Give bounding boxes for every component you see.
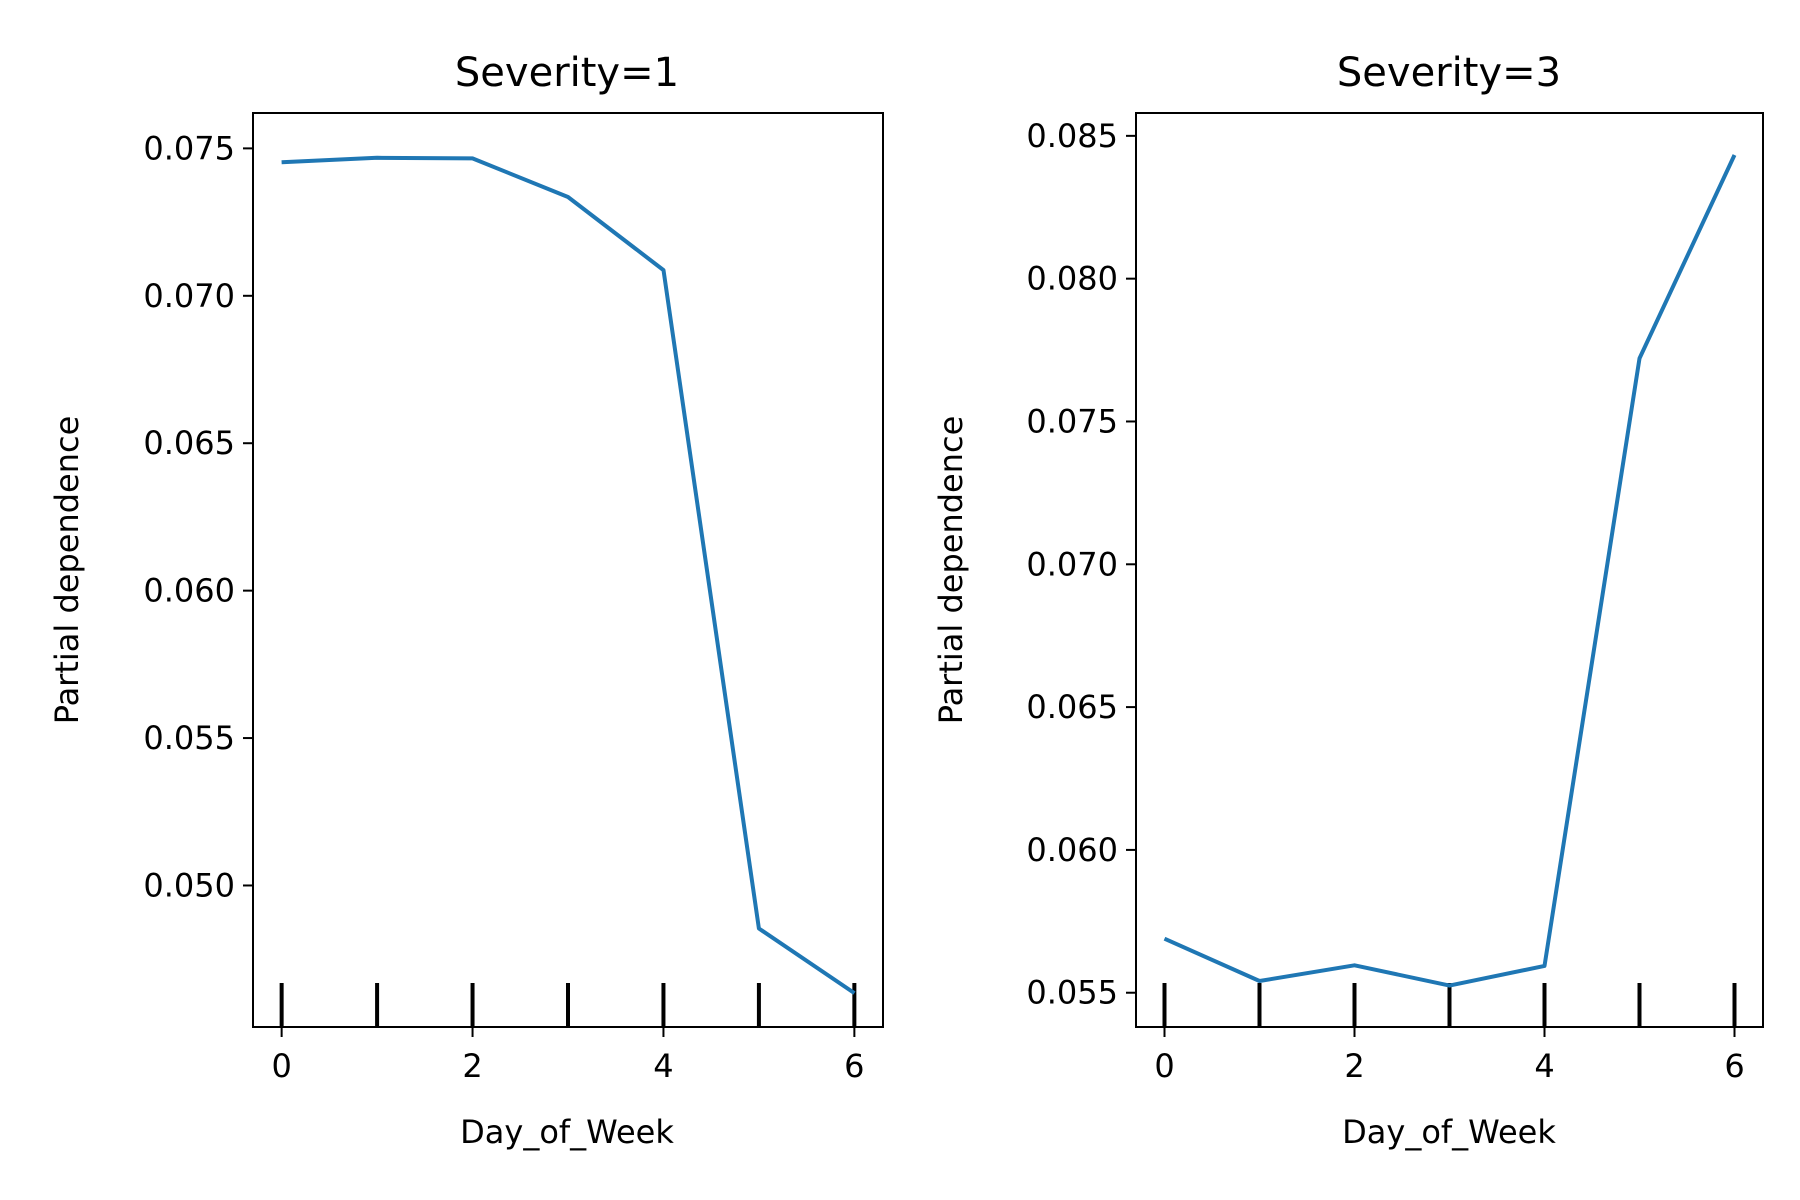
- y-tick-label: 0.060: [1026, 831, 1118, 869]
- axes-frame: [1135, 112, 1764, 1028]
- y-tick-label: 0.055: [143, 719, 235, 757]
- y-tick-label: 0.075: [143, 129, 235, 167]
- chart-title: Severity=1: [455, 50, 679, 96]
- y-tick-label: 0.070: [1026, 545, 1118, 583]
- x-axis-label: Day_of_Week: [1342, 1113, 1556, 1151]
- y-tick-label: 0.050: [143, 866, 235, 904]
- x-tick-label: 6: [1724, 1047, 1744, 1085]
- chart-panel-severity-3: Severity=3 Day_of_Week Partial dependenc…: [932, 50, 1764, 1151]
- chart-panel-severity-1: Severity=1 Day_of_Week Partial dependenc…: [48, 50, 884, 1151]
- plot-area: [1162, 154, 1737, 1027]
- y-tick-label: 0.060: [143, 572, 235, 610]
- y-tick-label: 0.065: [143, 424, 235, 462]
- chart-title: Severity=3: [1337, 50, 1561, 96]
- x-tick-label: 6: [844, 1047, 864, 1085]
- y-tick-label: 0.075: [1026, 402, 1118, 440]
- plot-area: [279, 155, 857, 1027]
- x-axis-label: Day_of_Week: [460, 1113, 674, 1151]
- x-tick-label: 0: [271, 1047, 291, 1085]
- y-tick-label: 0.085: [1026, 117, 1118, 155]
- x-tick-label: 4: [1534, 1047, 1554, 1085]
- x-tick-label: 0: [1154, 1047, 1174, 1085]
- y-tick-label: 0.065: [1026, 688, 1118, 726]
- x-tick-label: 2: [1344, 1047, 1364, 1085]
- x-tick-label: 4: [653, 1047, 673, 1085]
- y-tick-label: 0.070: [143, 277, 235, 315]
- y-tick-label: 0.080: [1026, 260, 1118, 298]
- y-tick-label: 0.055: [1026, 974, 1118, 1012]
- y-axis-label: Partial dependence: [48, 416, 86, 725]
- y-axis-label: Partial dependence: [932, 416, 970, 725]
- x-tick-label: 2: [462, 1047, 482, 1085]
- axes-frame: [252, 112, 884, 1028]
